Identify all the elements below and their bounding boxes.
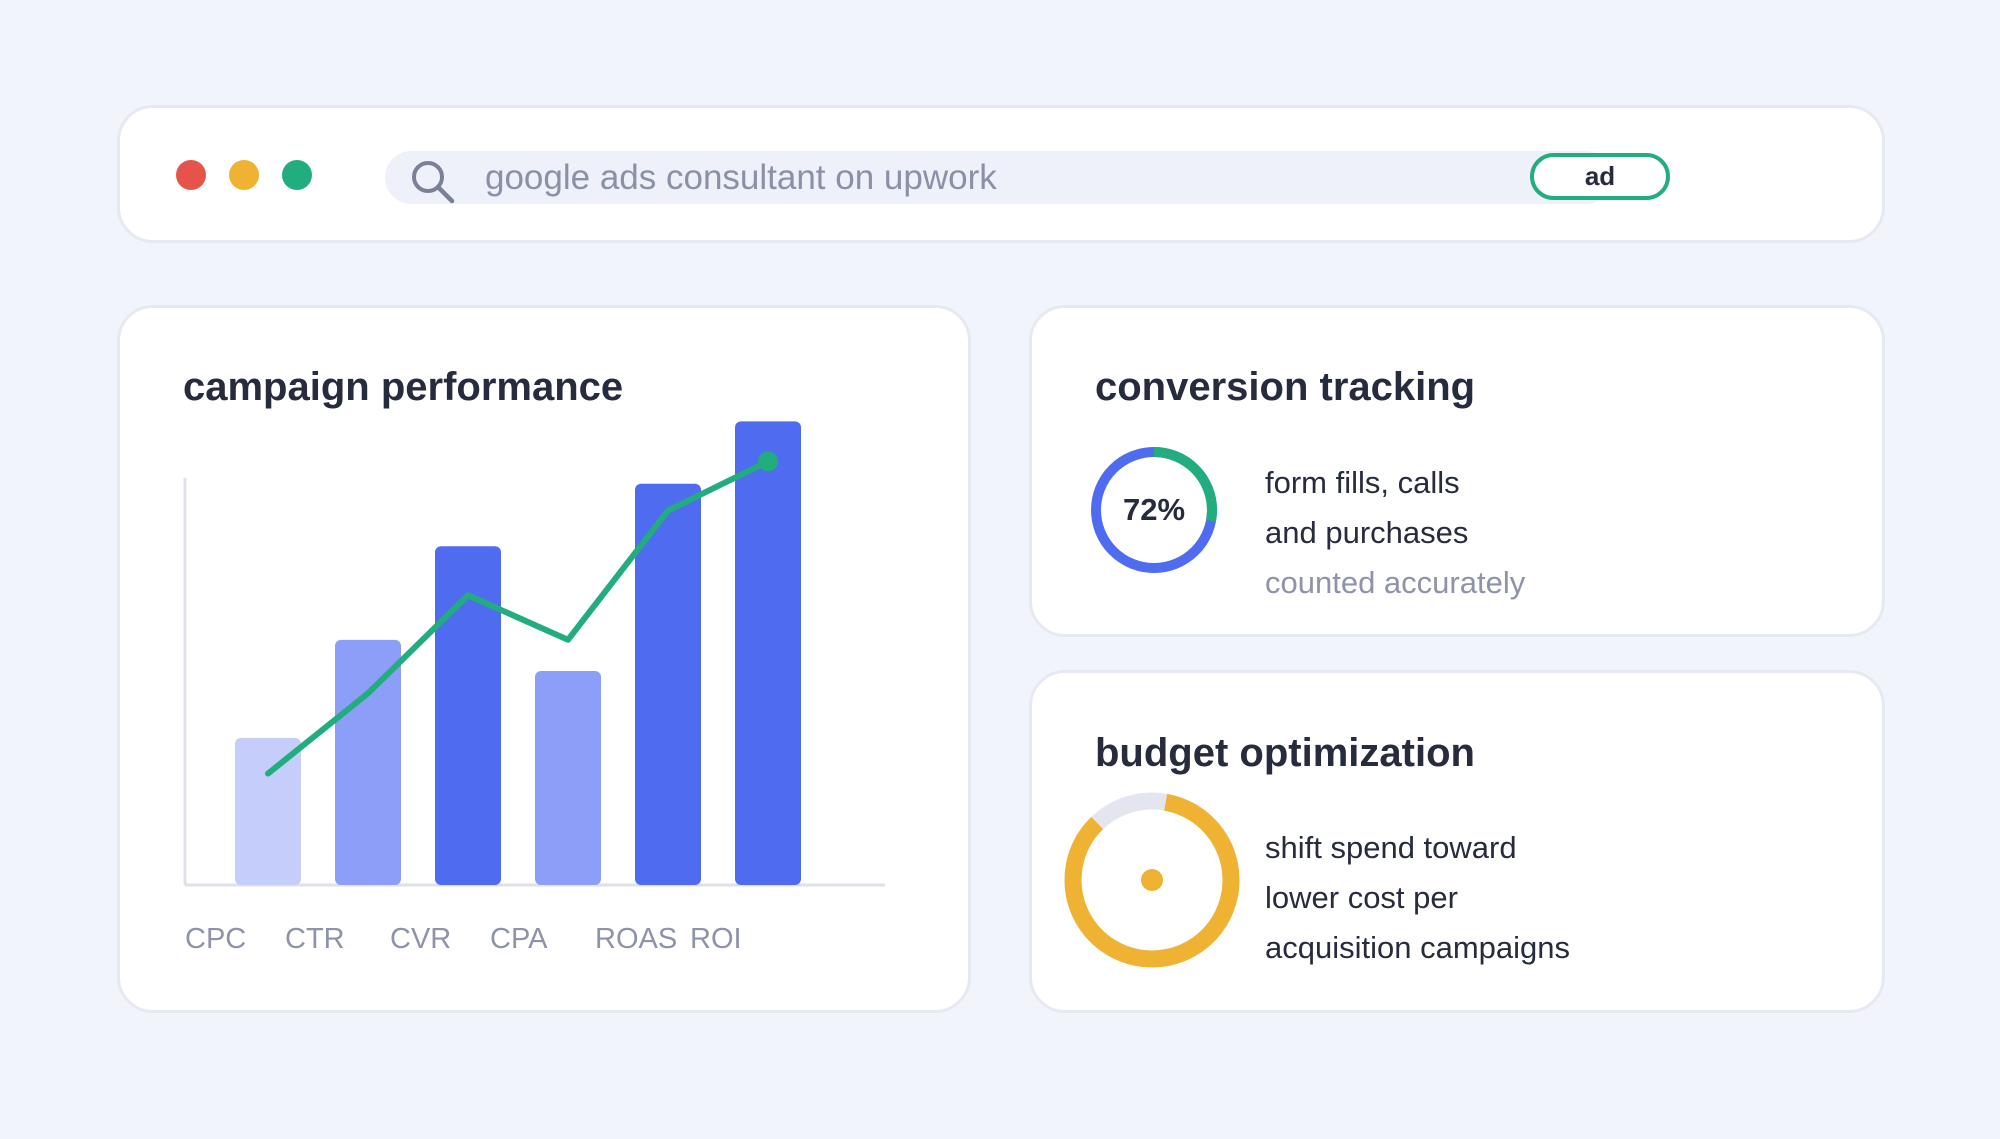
conversion-desc-line: and purchases — [1265, 515, 1469, 550]
budget-ring-center-dot — [1141, 869, 1163, 891]
chart-bar-cvr — [435, 546, 501, 885]
conversion-desc-line: counted accurately — [1265, 565, 1526, 600]
chart-tick-label-cpc: CPC — [185, 923, 246, 955]
conversion-tracking-title: conversion tracking — [1095, 365, 1476, 409]
conversion-progress-ring — [1091, 447, 1217, 573]
chart-tick-label-roas: ROAS — [595, 923, 677, 955]
budget-optimization-card: budget optimization shift spend toward l… — [1029, 670, 1885, 1013]
conversion-description: form fills, calls and purchases counted … — [1265, 458, 1525, 608]
campaign-performance-card: campaign performance CPC CTR CVR CPA ROAS ROI — [117, 305, 971, 1013]
budget-gauge-ring — [1064, 792, 1240, 968]
chart-tick-label-cpa: CPA — [490, 923, 548, 955]
window-close-dot[interactable] — [176, 160, 206, 190]
ad-badge: ad — [1530, 153, 1670, 200]
chart-bar-cpc — [235, 737, 301, 885]
chart-bar-roas — [635, 483, 701, 885]
chart-trend-end-point — [758, 451, 778, 472]
chart-tick-label-roi: ROI — [690, 923, 742, 955]
campaign-performance-chart: CPC CTR CVR CPA ROAS ROI — [183, 421, 885, 955]
budget-description: shift spend toward lower cost per acquis… — [1265, 823, 1570, 973]
window-minimize-dot[interactable] — [229, 160, 259, 190]
conversion-desc-line: form fills, calls — [1265, 465, 1460, 500]
chart-trend-line — [265, 458, 771, 777]
chart-bar-roi — [735, 421, 801, 885]
chart-bar-cpa — [535, 671, 601, 885]
search-input[interactable]: google ads consultant on upwork — [385, 151, 1612, 204]
window-maximize-dot[interactable] — [282, 160, 312, 190]
budget-desc-line: acquisition campaigns — [1265, 930, 1571, 965]
conversion-ring-arc — [1091, 447, 1217, 573]
budget-optimization-title: budget optimization — [1095, 731, 1475, 775]
conversion-tracking-card: conversion tracking 72% form fills, call… — [1029, 305, 1885, 637]
campaign-performance-title: campaign performance — [183, 365, 624, 409]
chart-tick-label-cvr: CVR — [390, 923, 451, 955]
budget-desc-line: lower cost per — [1265, 880, 1458, 915]
chart-bar-ctr — [335, 639, 401, 885]
conversion-percent-label: 72% — [1122, 492, 1186, 527]
budget-ring-arc — [1064, 792, 1240, 968]
search-icon — [412, 161, 455, 204]
budget-desc-line: shift spend toward — [1265, 830, 1517, 865]
browser-bar: google ads consultant on upwork ad — [117, 105, 1885, 243]
chart-tick-label-ctr: CTR — [285, 923, 345, 955]
search-query-text: google ads consultant on upwork — [485, 158, 997, 197]
